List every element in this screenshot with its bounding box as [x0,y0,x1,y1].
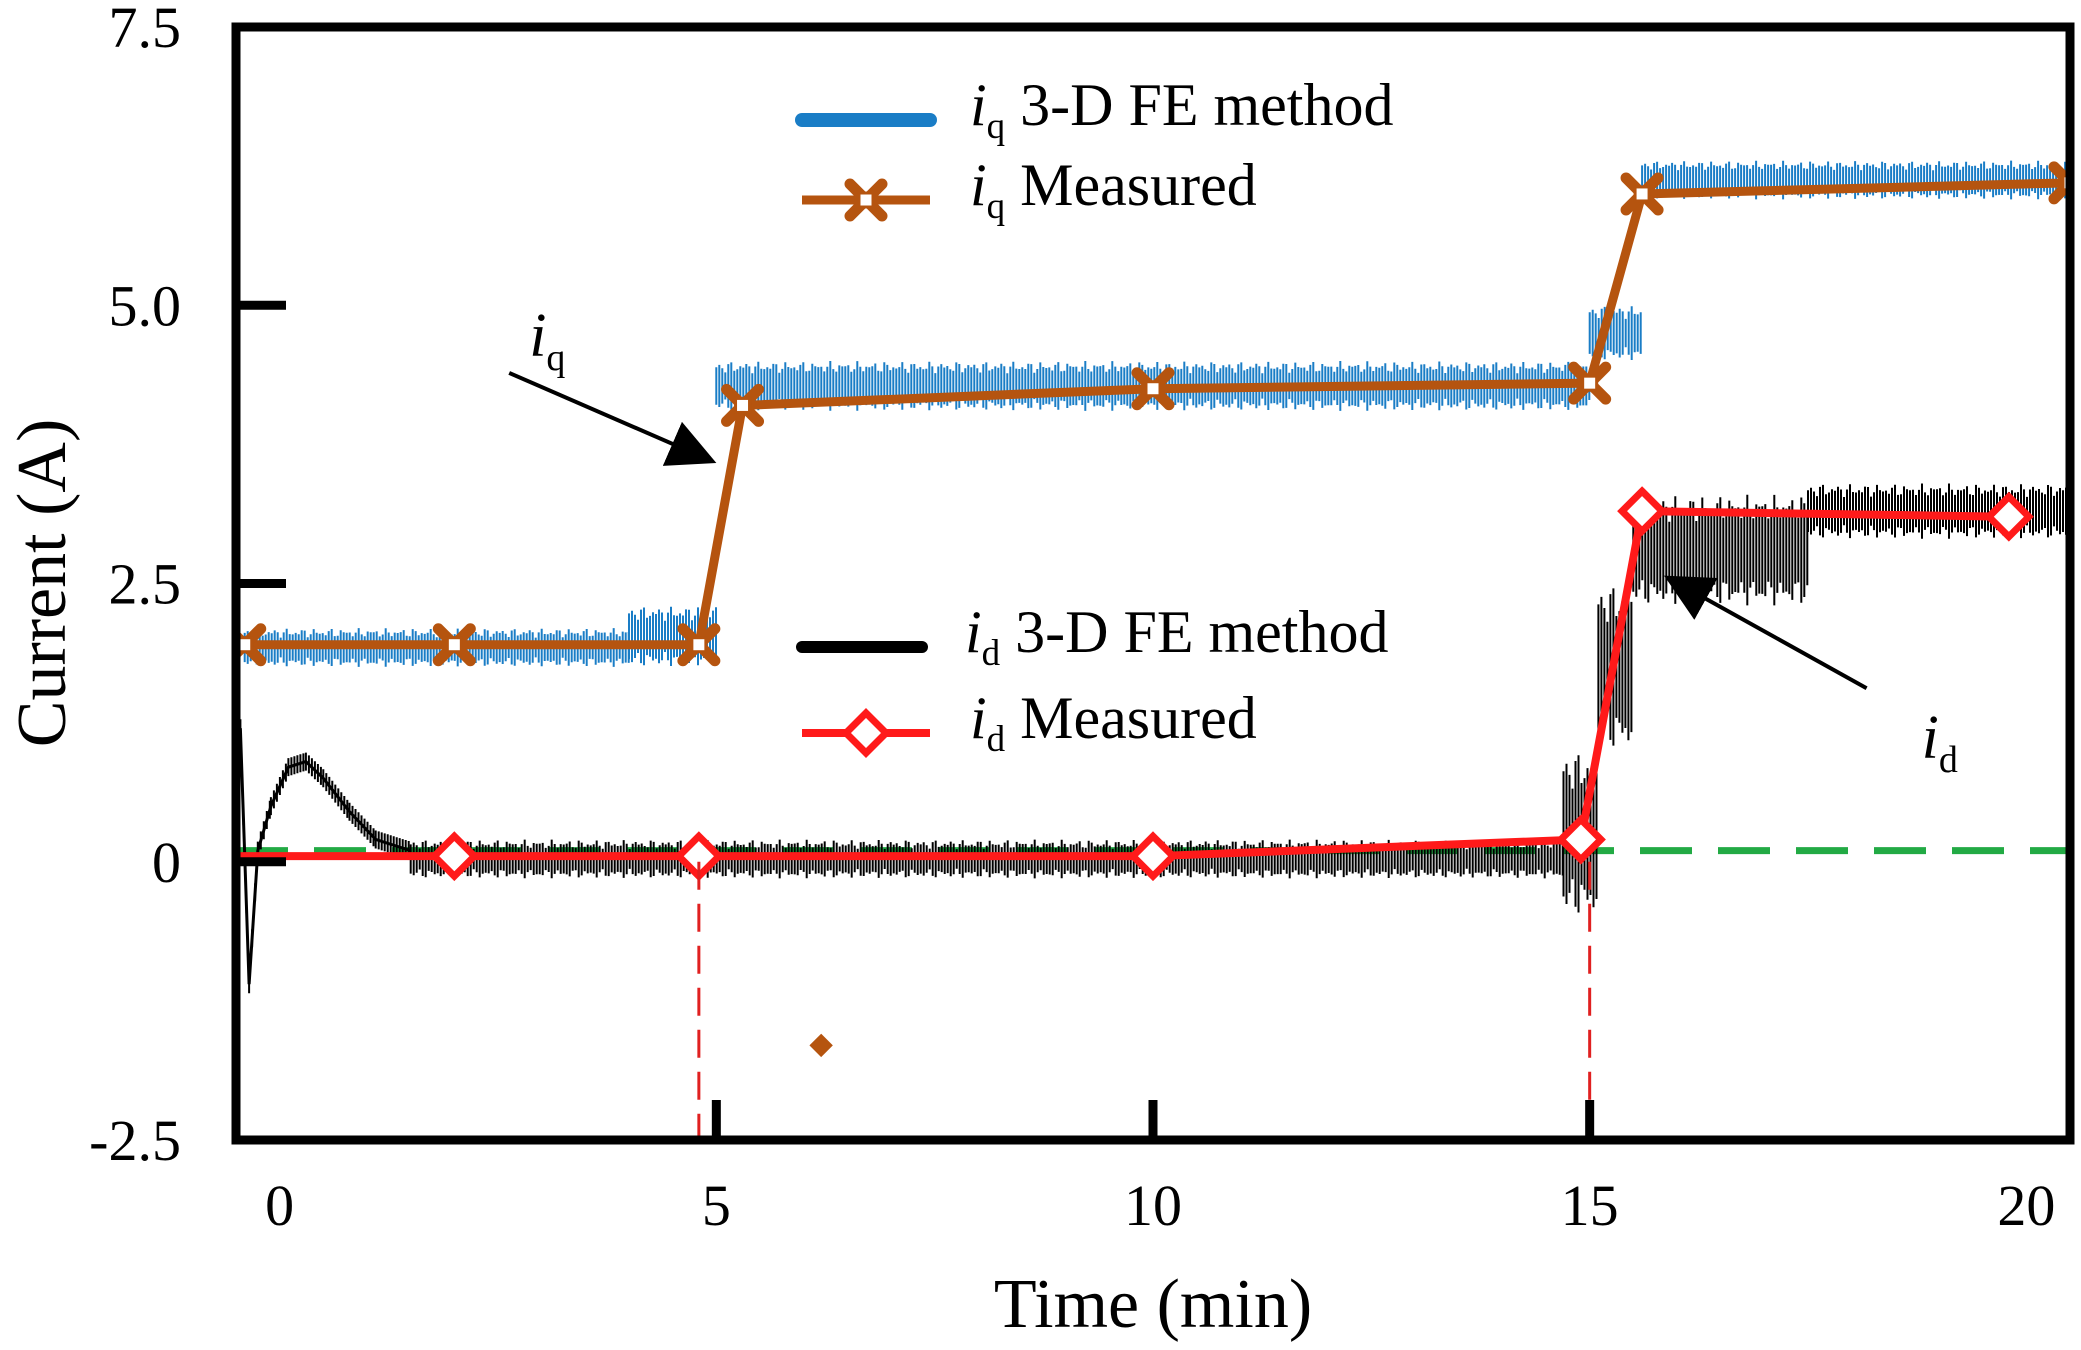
legend-label: iq 3-D FE method [970,72,1393,147]
id-measured-point [429,831,480,882]
iq-measured-point-center [1581,374,1599,392]
y-tick-label: 2.5 [109,552,182,617]
legend-item: iq 3-D FE method [795,72,1393,147]
series-iq-measured [236,161,2070,667]
x-tick-label: 10 [1124,1173,1182,1238]
iq-measured-line [244,178,2070,650]
iq-measured-point [1131,367,1175,411]
legend-label: id 3-D FE method [965,599,1388,674]
id-measured-point [1617,486,1668,537]
id-measured-point [1128,831,1178,882]
legend-label: id Measured [970,685,1257,760]
iq-measured-point-center [734,396,752,414]
x-tick-label: 20 [1997,1173,2055,1238]
iq-measured-point [1568,361,1612,405]
legend-swatch-marker [844,178,888,222]
annotation-q: iq [508,302,717,466]
id-measured-line [236,507,2009,861]
x-tick-label: 15 [1561,1173,1619,1238]
iq-measured-point [432,623,476,667]
stray-diamond-marker [809,1033,833,1058]
legend-item: id 3-D FE method [796,599,1388,674]
y-tick-label: -2.5 [89,1108,181,1173]
iq-measured-point-center [445,636,463,654]
iq-measured-point [721,383,765,427]
id-measured-point [1555,814,1606,865]
annotation-label: iq [529,302,565,379]
annotation-arrow [1664,575,1868,690]
legend-item: id Measured [802,685,1257,760]
legend-swatch-marker-center [857,191,875,209]
iq-measured-point [236,623,267,667]
series-layer [236,160,2070,994]
y-axis-label: Current (A) [4,419,81,748]
x-tick-label: 5 [702,1173,731,1238]
guide-layer [697,861,1592,1148]
y-tick-label: 7.5 [109,0,182,60]
iq-measured-point [677,623,721,667]
annotation-layer: iq id [508,302,1958,781]
x-axis-ticks: 0 5 10 15 20 [265,1100,2055,1238]
x-tick-label: 0 [265,1173,294,1238]
id-measured-point [1983,491,2034,542]
iq-measured-point-center [1144,380,1162,398]
legend-item: iq Measured [802,152,1257,227]
iq-measured-point-cross [2048,161,2070,205]
y-tick-label: 5.0 [109,273,182,338]
x-axis-label: Time (min) [994,1266,1312,1343]
legend-swatch-marker [841,708,891,758]
annotation-d: id [1664,575,1958,781]
legend-label: iq Measured [970,152,1257,227]
series-iq-fe [243,160,2070,667]
iq-measured-point [1620,172,1664,216]
annotation-label: id [1922,704,1958,781]
id-fe-transient-core [238,728,412,985]
y-axis-ticks: -2.5 0 2.5 5.0 7.5 [89,0,286,1173]
iq-measured-point-center [1633,185,1651,203]
annotation-arrow [508,371,717,466]
iq-measured-point-center [690,636,708,654]
y-tick-label: 0 [152,830,181,895]
